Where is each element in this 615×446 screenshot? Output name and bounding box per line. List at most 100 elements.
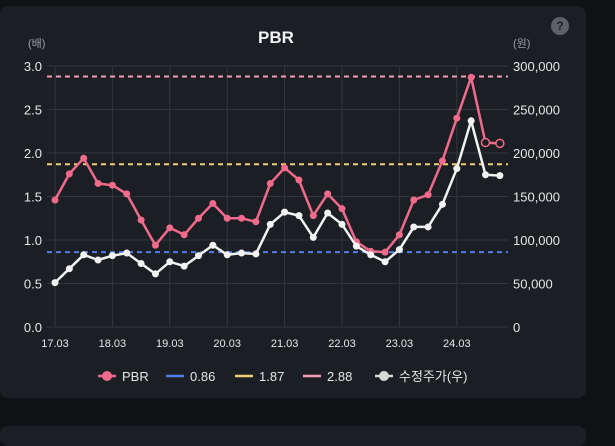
legend-label: PBR [122,369,149,384]
right-tick-label: 0 [513,320,520,335]
legend-swatch-marker [102,371,112,381]
right-tick-label: 250,000 [513,103,560,118]
data-point-pbr [223,214,231,222]
x-tick-label: 18.03 [99,338,127,350]
data-point-pbr [51,196,59,204]
left-axis: 0.0 0.5 1.0 1.5 2.0 2.5 3.0 [24,59,42,335]
data-point-price [80,251,88,259]
data-point-price [151,270,159,278]
data-point-price [424,223,432,231]
legend-item-3[interactable]: 2.88 [303,369,352,384]
data-point-price [108,252,116,260]
right-tick-label: 300,000 [513,59,560,74]
x-tick-label: 17.03 [41,338,69,350]
left-tick-label: 1.5 [24,190,42,205]
data-point-price [395,246,403,254]
data-point-price [223,251,231,259]
reference-lines [47,75,508,254]
data-point-pbr [495,138,505,149]
data-point-pbr [453,114,461,122]
data-point-pbr [65,170,73,178]
data-point-pbr [309,212,317,220]
data-point-pbr [467,73,475,81]
legend-label: 2.88 [327,369,352,384]
data-point-pbr [395,231,403,239]
series-line-price [54,119,500,284]
x-tick-label: 23.03 [386,338,414,350]
data-point-price [381,258,389,266]
data-point-price [438,200,446,208]
data-point-price [410,223,418,231]
data-point-pbr [480,137,491,148]
right-tick-label: 50,000 [513,277,553,292]
data-point-pbr [238,214,246,222]
x-tick-label: 22.03 [328,338,356,350]
data-point-price [180,262,188,270]
legend-item-1[interactable]: 0.86 [166,369,215,384]
data-point-price [238,249,246,257]
data-point-pbr [123,190,131,198]
x-tick-label: 20.03 [213,338,241,350]
data-point-pbr [295,176,303,184]
data-point-price [482,171,489,179]
data-point-price [166,258,174,266]
data-point-pbr [266,179,274,187]
data-point-pbr [166,224,174,232]
data-point-pbr [137,216,145,224]
help-icon[interactable]: ? [551,17,569,35]
legend-swatch-marker [379,371,389,381]
left-tick-label: 3.0 [24,59,42,74]
data-point-pbr [80,154,88,162]
right-tick-label: 100,000 [513,233,560,248]
right-axis-unit: (원) [513,37,530,50]
grid [47,65,508,328]
data-point-pbr [338,205,346,213]
data-point-price [338,220,346,228]
data-point-price [367,251,375,259]
legend-label: 1.87 [259,369,284,384]
right-tick-label: 200,000 [513,146,560,161]
legend-item-0[interactable]: PBR [98,369,149,384]
data-point-price [94,256,102,264]
left-tick-label: 0.5 [24,277,42,292]
data-point-pbr [281,164,289,172]
data-point-pbr [180,231,188,239]
data-point-pbr [151,241,159,249]
x-tick-label: 19.03 [156,338,184,350]
series [51,73,505,287]
data-point-pbr [381,248,389,256]
left-tick-label: 2.0 [24,146,42,161]
data-point-price [123,249,131,257]
chart-title: PBR [258,28,294,47]
legend-item-4[interactable]: 수정주가(우) [375,369,467,384]
data-point-price [209,241,217,249]
left-tick-label: 1.0 [24,233,42,248]
data-point-pbr [438,157,446,165]
data-point-price [281,208,289,216]
data-point-pbr [195,214,202,222]
data-point-pbr [209,199,217,207]
left-tick-label: 0.0 [24,320,42,335]
legend[interactable]: PBR 0.86 1.87 2.88 수정주가(우) [98,369,467,384]
data-point-price [51,279,59,287]
x-tick-label: 21.03 [271,338,299,350]
x-tick-label: 24.03 [443,338,471,350]
legend-label: 수정주가(우) [399,369,467,384]
data-point-price [137,259,145,267]
data-point-price [496,172,504,180]
right-tick-label: 150,000 [513,190,560,205]
data-point-pbr [94,179,102,187]
data-point-pbr [252,218,260,226]
x-axis: 17.03 18.03 19.03 20.03 21.03 22.03 23.03 24.03 [41,338,470,350]
data-point-pbr [324,190,332,198]
legend-item-2[interactable]: 1.87 [235,369,284,384]
chart-card [0,6,586,398]
right-axis: 0 50,000 100,000 150,000 200,000 250,000 300,0… [513,59,560,335]
data-point-price [295,212,303,220]
data-point-pbr [108,181,116,189]
data-point-pbr [424,191,432,199]
legend-label: 0.86 [190,369,215,384]
pbr-chart: PBR (배) (원) 0.0 0.5 1.0 1.5 2.0 2.5 3.0 0 50,00… [24,28,560,384]
data-point-price [252,250,260,258]
data-point-price [453,165,461,173]
